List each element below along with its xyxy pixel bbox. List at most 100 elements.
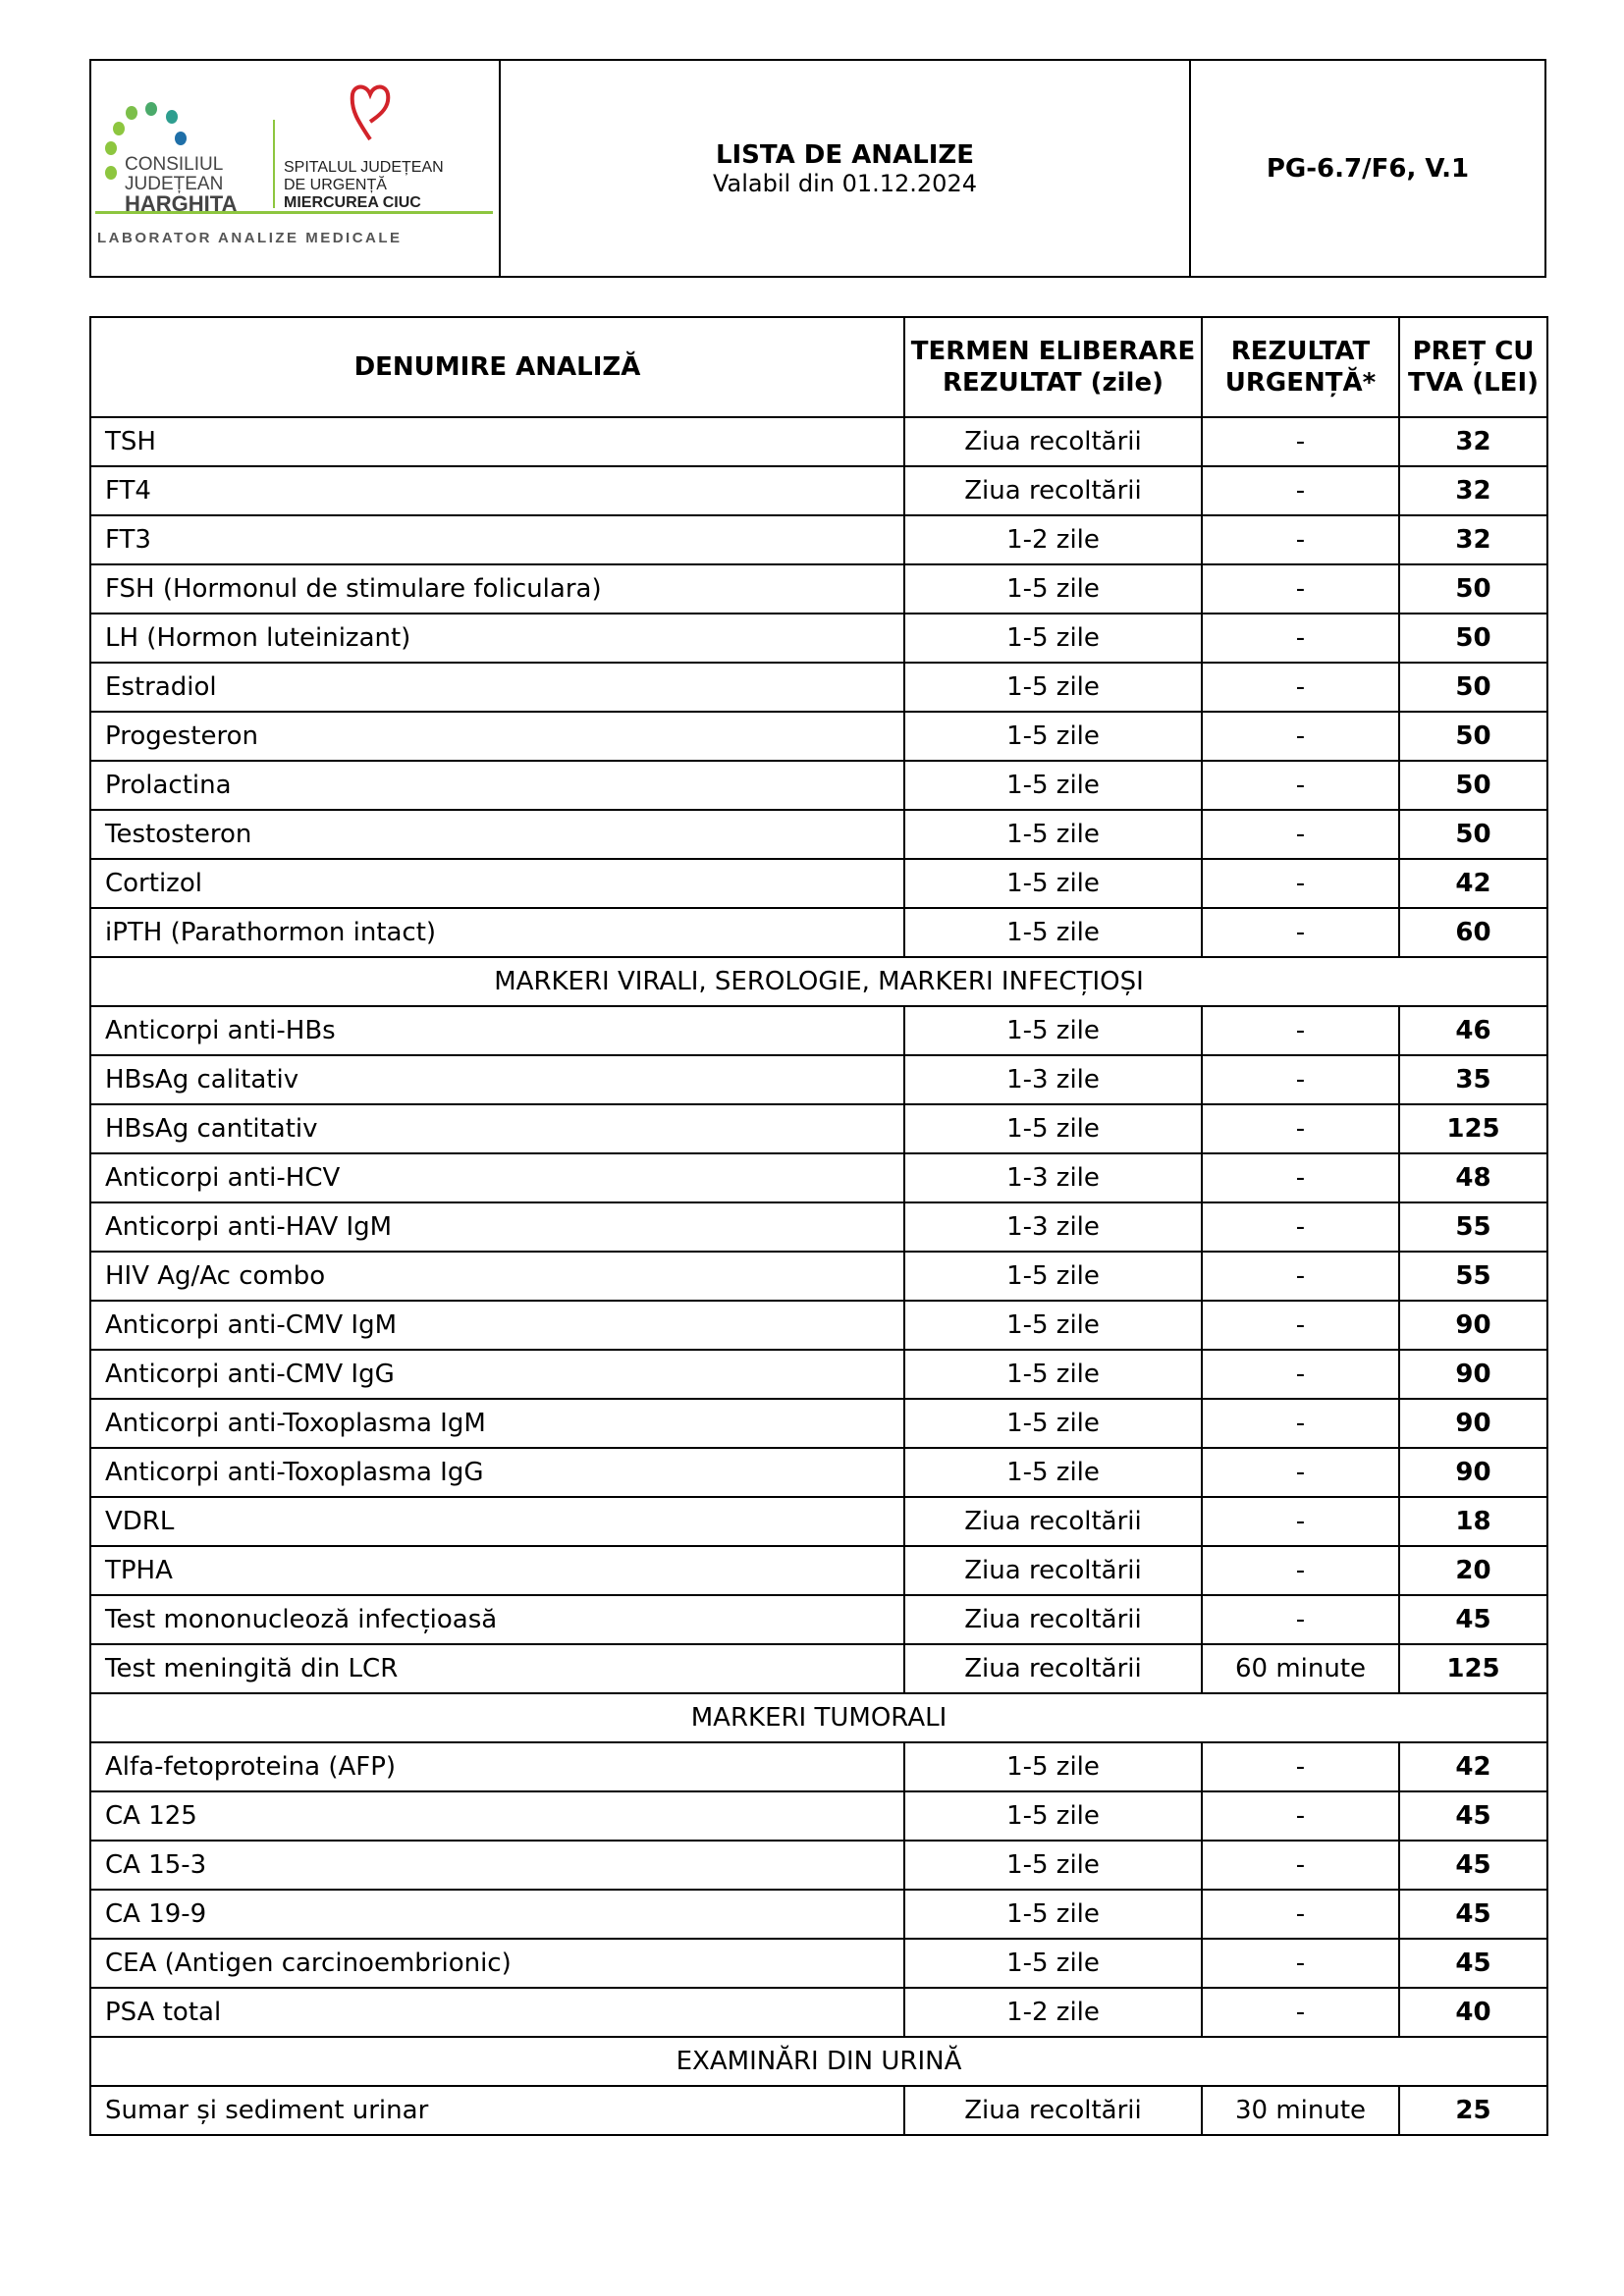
analysis-name: Anticorpi anti-CMV IgM (89, 1300, 905, 1351)
price: 35 (1398, 1054, 1548, 1105)
turnaround-time: Ziua recoltării (903, 1643, 1203, 1694)
table-row: LH (Hormon luteinizant) 1-5 zile -50 (89, 613, 1548, 664)
urgent-result: - (1201, 711, 1400, 762)
urgent-result: - (1201, 1103, 1400, 1154)
turnaround-time: Ziua recoltării (903, 465, 1203, 516)
turnaround-time: 1-5 zile (903, 1938, 1203, 1989)
table-row: CA 19-9 1-5 zile -45 (89, 1889, 1548, 1940)
analysis-name: Estradiol (89, 662, 905, 713)
analysis-name: Prolactina (89, 760, 905, 811)
price: 45 (1398, 1594, 1548, 1645)
turnaround-time: 1-5 zile (903, 1103, 1203, 1154)
price: 45 (1398, 1840, 1548, 1891)
turnaround-time: 1-3 zile (903, 1152, 1203, 1203)
analysis-name: Progesteron (89, 711, 905, 762)
price: 50 (1398, 809, 1548, 860)
table-row: TPHA Ziua recoltării -20 (89, 1545, 1548, 1596)
analysis-name: TPHA (89, 1545, 905, 1596)
price: 50 (1398, 760, 1548, 811)
turnaround-time: 1-5 zile (903, 1251, 1203, 1302)
table-row: Anticorpi anti-HBs 1-5 zile -46 (89, 1005, 1548, 1056)
urgent-result: - (1201, 1840, 1400, 1891)
price: 45 (1398, 1938, 1548, 1989)
col-header-term: TERMEN ELIBERARE REZULTAT (zile) (903, 316, 1203, 418)
price: 90 (1398, 1398, 1548, 1449)
price: 60 (1398, 907, 1548, 958)
lab-name: LABORATOR ANALIZE MEDICALE (97, 230, 403, 246)
table-row: TSH Ziua recoltării -32 (89, 416, 1548, 467)
turnaround-time: Ziua recoltării (903, 416, 1203, 467)
document-code: PG-6.7/F6, V.1 (1266, 153, 1470, 184)
analysis-name: Cortizol (89, 858, 905, 909)
analysis-name: LH (Hormon luteinizant) (89, 613, 905, 664)
col-header-name: DENUMIRE ANALIZĂ (89, 316, 905, 418)
price: 42 (1398, 858, 1548, 909)
turnaround-time: 1-5 zile (903, 1005, 1203, 1056)
turnaround-time: 1-5 zile (903, 1741, 1203, 1792)
urgent-result: - (1201, 662, 1400, 713)
urgent-result: - (1201, 1741, 1400, 1792)
table-row: Anticorpi anti-HAV IgM 1-3 zile -55 (89, 1201, 1548, 1253)
urgent-result: - (1201, 613, 1400, 664)
price: 45 (1398, 1790, 1548, 1842)
hospital-logo-text: SPITALUL JUDEȚEAN DE URGENȚĂ MIERCUREA CIU… (284, 159, 444, 211)
turnaround-time: 1-5 zile (903, 662, 1203, 713)
price: 125 (1398, 1643, 1548, 1694)
price: 50 (1398, 662, 1548, 713)
analysis-name: Anticorpi anti-CMV IgG (89, 1349, 905, 1400)
analysis-name: Anticorpi anti-HAV IgM (89, 1201, 905, 1253)
analysis-name: HIV Ag/Ac combo (89, 1251, 905, 1302)
urgent-result: - (1201, 563, 1400, 614)
urgent-result: - (1201, 1790, 1400, 1842)
table-row: CEA (Antigen carcinoembrionic) 1-5 zile -4… (89, 1938, 1548, 1989)
price: 32 (1398, 416, 1548, 467)
analysis-name: Sumar și sediment urinar (89, 2085, 905, 2136)
analysis-name: iPTH (Parathormon intact) (89, 907, 905, 958)
price: 55 (1398, 1201, 1548, 1253)
turnaround-time: 1-5 zile (903, 1398, 1203, 1449)
urgent-result: - (1201, 809, 1400, 860)
analysis-name: CA 125 (89, 1790, 905, 1842)
logo: CONSILIUL JUDEȚEAN HARGHITA SPITALUL JUDEȚ… (91, 61, 501, 276)
analysis-name: VDRL (89, 1496, 905, 1547)
analysis-name: Anticorpi anti-HBs (89, 1005, 905, 1056)
turnaround-time: 1-2 zile (903, 1987, 1203, 2038)
table-row: Progesteron 1-5 zile -50 (89, 711, 1548, 762)
turnaround-time: Ziua recoltării (903, 1594, 1203, 1645)
analysis-name: Test mononucleoză infecțioasă (89, 1594, 905, 1645)
urgent-result: - (1201, 760, 1400, 811)
table-row: VDRL Ziua recoltării -18 (89, 1496, 1548, 1547)
analysis-price-table: DENUMIRE ANALIZĂ TERMEN ELIBERARE REZULT… (89, 316, 1548, 2136)
council-logo-text: CONSILIUL JUDEȚEAN HARGHITA (125, 154, 238, 216)
turnaround-time: Ziua recoltării (903, 1496, 1203, 1547)
price: 40 (1398, 1987, 1548, 2038)
urgent-result: - (1201, 1398, 1400, 1449)
urgent-result: - (1201, 1987, 1400, 2038)
analysis-name: HBsAg calitativ (89, 1054, 905, 1105)
turnaround-time: 1-5 zile (903, 1790, 1203, 1842)
validity-date: Valabil din 01.12.2024 (713, 169, 977, 197)
urgent-result: - (1201, 1545, 1400, 1596)
urgent-result: - (1201, 1251, 1400, 1302)
analysis-name: Anticorpi anti-Toxoplasma IgM (89, 1398, 905, 1449)
analysis-name: TSH (89, 416, 905, 467)
urgent-result: - (1201, 1300, 1400, 1351)
turnaround-time: 1-5 zile (903, 613, 1203, 664)
urgent-result: - (1201, 1349, 1400, 1400)
urgent-result: - (1201, 858, 1400, 909)
section-row: MARKERI VIRALI, SEROLOGIE, MARKERI INFEC… (89, 956, 1548, 1007)
price: 90 (1398, 1349, 1548, 1400)
table-row: FT3 1-2 zile -32 (89, 514, 1548, 565)
urgent-result: - (1201, 1594, 1400, 1645)
price: 18 (1398, 1496, 1548, 1547)
urgent-result: - (1201, 1496, 1400, 1547)
urgent-result: - (1201, 1889, 1400, 1940)
analysis-name: CA 15-3 (89, 1840, 905, 1891)
turnaround-time: 1-2 zile (903, 514, 1203, 565)
table-row: HIV Ag/Ac combo 1-5 zile -55 (89, 1251, 1548, 1302)
table-row: Anticorpi anti-HCV 1-3 zile -48 (89, 1152, 1548, 1203)
col-header-price: PREȚ CU TVA (LEI) (1398, 316, 1548, 418)
section-row: EXAMINĂRI DIN URINĂ (89, 2036, 1548, 2087)
table-row: Estradiol 1-5 zile -50 (89, 662, 1548, 713)
turnaround-time: 1-3 zile (903, 1201, 1203, 1253)
